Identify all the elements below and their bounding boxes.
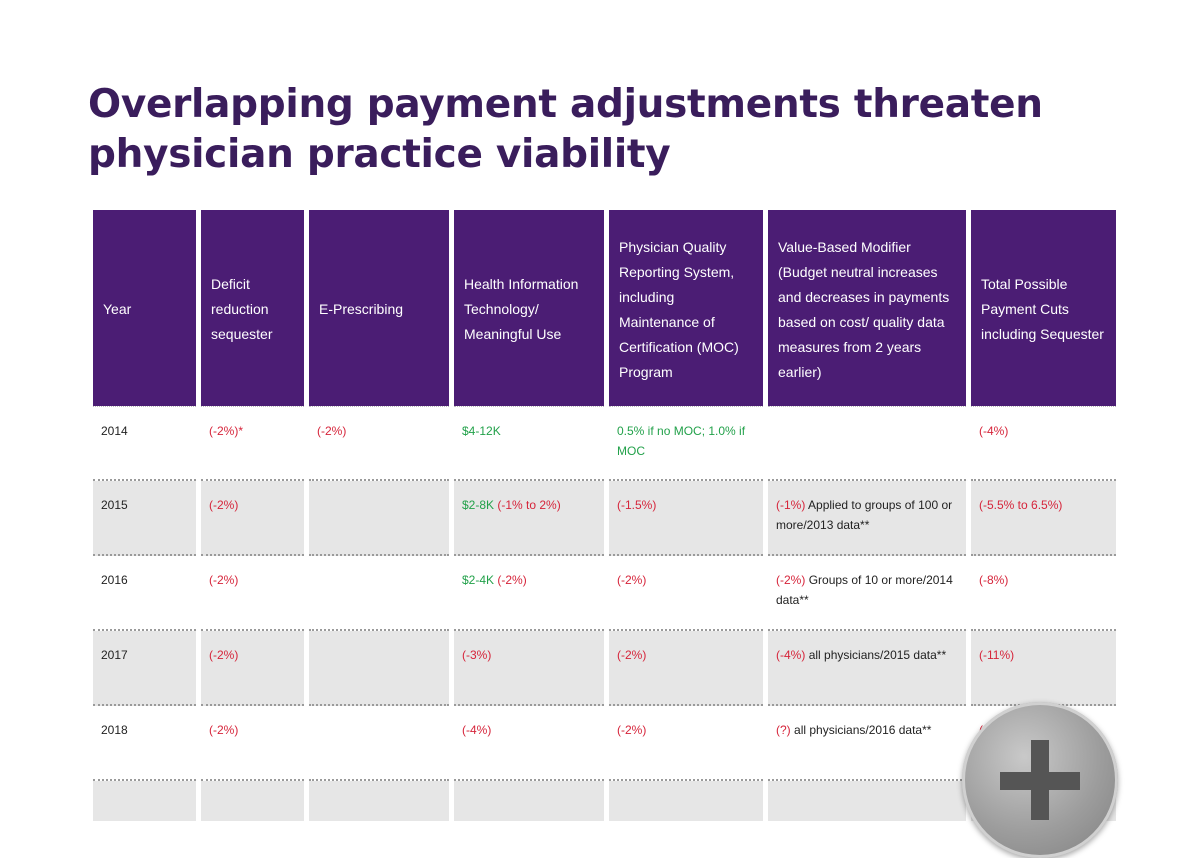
pqrs-penalty: (-2%): [617, 573, 647, 587]
vbm-note: all physicians/2016 data**: [794, 723, 932, 737]
empty-cell: [768, 781, 966, 821]
hit-cell: $4-12K: [454, 406, 604, 481]
header-year: Year: [93, 210, 196, 406]
pqrs-incentive: 0.5% if no MOC; 1.0% if MOC: [617, 424, 746, 458]
vbm-cell: (-4%) all physicians/2015 data**: [768, 631, 966, 706]
header-sequester: Deficit reduction sequester: [201, 210, 304, 406]
hit-cell: $2-4K (-2%): [454, 556, 604, 631]
hit-cell: (-4%): [454, 706, 604, 781]
page-title: Overlapping payment adjustments threaten…: [88, 80, 1138, 180]
hit-incentive: $2-8K: [462, 498, 495, 512]
table-row: 2014 (-2%)* (-2%) $4-12K 0.5% if no MOC;…: [93, 406, 1116, 481]
empty-cell: [454, 781, 604, 821]
zoom-in-button[interactable]: [962, 702, 1118, 858]
hit-incentive: $4-12K: [462, 424, 501, 438]
total-cell: (-5.5% to 6.5%): [971, 481, 1116, 556]
vbm-cell: (-2%) Groups of 10 or more/2014 data**: [768, 556, 966, 631]
header-hit: Health Information Technology/ Meaningfu…: [454, 210, 604, 406]
payment-adjustments-table: Year Deficit reduction sequester E-Presc…: [88, 210, 1121, 821]
header-total: Total Possible Payment Cuts including Se…: [971, 210, 1116, 406]
pqrs-cell: (-2%): [609, 631, 763, 706]
table-header-row: Year Deficit reduction sequester E-Presc…: [93, 210, 1116, 406]
table-row: 2017 (-2%) (-3%) (-2%) (-4%) all physici…: [93, 631, 1116, 706]
header-pqrs: Physician Quality Reporting System, incl…: [609, 210, 763, 406]
vbm-cell: (?) all physicians/2016 data**: [768, 706, 966, 781]
hit-penalty: (-4%): [462, 723, 492, 737]
vbm-note: Groups of 10 or more/2014 data**: [776, 573, 953, 607]
pqrs-cell: (-1.5%): [609, 481, 763, 556]
table-row: 2015 (-2%) $2-8K (-1% to 2%) (-1.5%) (-1…: [93, 481, 1116, 556]
year-cell: 2018: [93, 706, 196, 781]
empty-cell: [309, 781, 449, 821]
vbm-adjustment: (-4%): [776, 648, 806, 662]
title-line-1: Overlapping payment adjustments threaten: [88, 82, 1043, 127]
eprescribing-cell: [309, 631, 449, 706]
hit-cell: (-3%): [454, 631, 604, 706]
hit-penalty: (-3%): [462, 648, 492, 662]
pqrs-cell: 0.5% if no MOC; 1.0% if MOC: [609, 406, 763, 481]
pqrs-penalty: (-1.5%): [617, 498, 657, 512]
total-cell: (-8%): [971, 556, 1116, 631]
sequester-cell: (-2%)*: [201, 406, 304, 481]
pqrs-cell: (-2%): [609, 706, 763, 781]
pqrs-penalty: (-2%): [617, 648, 647, 662]
year-cell: 2015: [93, 481, 196, 556]
sequester-cell: (-2%): [201, 706, 304, 781]
empty-cell: [201, 781, 304, 821]
total-cell: (-11%): [971, 631, 1116, 706]
pqrs-penalty: (-2%): [617, 723, 647, 737]
year-cell: 2017: [93, 631, 196, 706]
empty-cell: [93, 781, 196, 821]
vbm-adjustment: (-1%): [776, 498, 806, 512]
hit-incentive: $2-4K: [462, 573, 495, 587]
empty-cell: [609, 781, 763, 821]
eprescribing-cell: [309, 481, 449, 556]
vbm-adjustment: (-2%): [776, 573, 806, 587]
pqrs-cell: (-2%): [609, 556, 763, 631]
header-vbm: Value-Based Modifier (Budget neutral inc…: [768, 210, 966, 406]
hit-cell: $2-8K (-1% to 2%): [454, 481, 604, 556]
title-line-2: physician practice viability: [88, 132, 671, 177]
eprescribing-cell: [309, 706, 449, 781]
vbm-note: all physicians/2015 data**: [808, 648, 947, 662]
sequester-cell: (-2%): [201, 556, 304, 631]
zoom-in-icon-vertical: [1031, 740, 1049, 820]
hit-penalty: (-2%): [497, 573, 527, 587]
vbm-adjustment: (?): [776, 723, 791, 737]
vbm-cell: (-1%) Applied to groups of 100 or more/2…: [768, 481, 966, 556]
sequester-cell: (-2%): [201, 481, 304, 556]
year-cell: 2014: [93, 406, 196, 481]
hit-penalty: (-1% to 2%): [497, 498, 561, 512]
table-row: 2016 (-2%) $2-4K (-2%) (-2%) (-2%) Group…: [93, 556, 1116, 631]
vbm-cell: [768, 406, 966, 481]
eprescribing-cell: (-2%): [309, 406, 449, 481]
eprescribing-cell: [309, 556, 449, 631]
vbm-note: Applied to groups of 100 or more/2013 da…: [776, 498, 953, 532]
sequester-cell: (-2%): [201, 631, 304, 706]
header-eprescribing: E-Prescribing: [309, 210, 449, 406]
year-cell: 2016: [93, 556, 196, 631]
total-cell: (-4%): [971, 406, 1116, 481]
